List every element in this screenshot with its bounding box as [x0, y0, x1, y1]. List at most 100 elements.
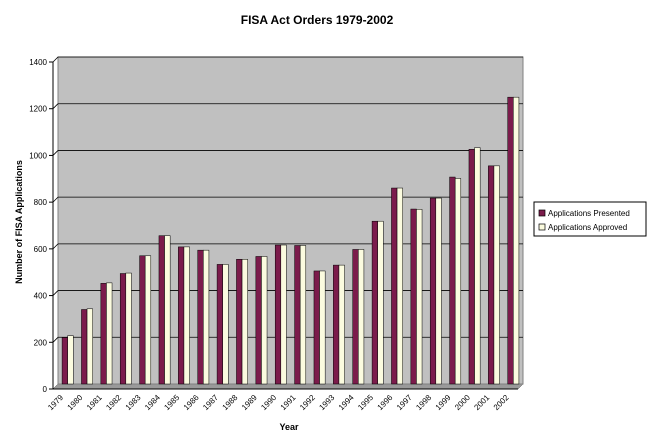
x-tick-label: 1997: [395, 393, 414, 412]
bar-applications-approved-1999: [454, 178, 462, 385]
x-tick-label: 1981: [85, 393, 104, 412]
bar-applications-approved-1986: [203, 249, 210, 385]
x-tick-label: 1996: [376, 393, 395, 412]
legend-label-applications-presented: Applications Presented: [548, 209, 630, 218]
plot-area: [52, 56, 524, 390]
bar-applications-presented-1999: [449, 176, 456, 385]
x-tick-label: 2000: [453, 393, 472, 412]
x-tick-label: 2002: [492, 393, 511, 412]
x-tick-label: 1982: [104, 393, 123, 412]
bar-applications-approved-1987: [222, 264, 229, 385]
bar-applications-presented-1992: [313, 270, 320, 385]
y-tick-label: 200: [34, 338, 48, 347]
bar-applications-approved-1998: [435, 197, 442, 385]
bar-applications-approved-1984: [164, 235, 171, 385]
bar-applications-presented-1989: [255, 256, 262, 385]
bar-applications-presented-1986: [197, 249, 204, 385]
bar-applications-approved-2002: [513, 96, 520, 385]
x-tick-label: 1992: [298, 393, 317, 412]
chart-title: FISA Act Orders 1979-2002: [241, 13, 394, 27]
x-tick-label: 1990: [259, 393, 278, 412]
plot-floor: [52, 383, 524, 390]
gridline-wall: [52, 196, 59, 203]
x-tick-label: 1999: [434, 393, 453, 412]
bar-applications-presented-1988: [236, 259, 243, 385]
bar-applications-approved-1992: [319, 270, 326, 385]
x-tick-label: 1988: [221, 393, 240, 412]
y-tick-label: 800: [34, 198, 48, 207]
bar-applications-approved-1990: [280, 244, 287, 385]
bar-applications-presented-1997: [410, 208, 417, 385]
bar-applications-approved-1994: [358, 249, 365, 385]
y-tick-label: 400: [34, 292, 48, 301]
bar-applications-approved-1985: [183, 246, 190, 385]
y-axis-ticks: 0 200 400 600 800 1000 1200 1400: [29, 58, 53, 394]
bar-applications-presented-1991: [294, 245, 301, 385]
bar-applications-presented-1985: [178, 246, 185, 385]
bar-applications-approved-1982: [125, 272, 132, 385]
x-tick-label: 1989: [240, 393, 259, 412]
legend-label-applications-approved: Applications Approved: [548, 223, 627, 232]
bar-applications-approved-1991: [299, 245, 307, 385]
gridline-wall: [52, 290, 59, 296]
x-tick-label: 1987: [201, 393, 220, 412]
x-tick-label: 1983: [124, 393, 143, 412]
bar-applications-presented-1996: [391, 187, 398, 385]
y-tick-label: 1400: [29, 58, 47, 67]
legend-swatch-applications-approved: [538, 223, 546, 231]
bar-applications-approved-2000: [474, 147, 481, 385]
bar-applications-approved-1996: [396, 187, 403, 385]
legend: Applications Presented Applications Appr…: [533, 201, 647, 237]
bar-applications-presented-1983: [139, 255, 146, 385]
bar-applications-approved-1981: [106, 282, 113, 385]
bar-applications-approved-1979: [67, 335, 74, 385]
bar-applications-approved-1980: [86, 308, 93, 385]
x-tick-label: 1984: [143, 393, 162, 412]
y-axis-title: Number of FISA Applications: [14, 160, 24, 284]
gridline-wall: [52, 337, 59, 343]
bar-applications-approved-2001: [493, 165, 500, 385]
x-tick-label: 1980: [66, 393, 85, 412]
y-tick-label: 1200: [29, 105, 47, 114]
x-tick-label: 1998: [414, 393, 433, 412]
gridline-wall: [52, 56, 59, 63]
bar-applications-approved-1997: [416, 209, 423, 385]
gridline-wall: [52, 103, 59, 109]
bar-applications-presented-1981: [100, 283, 107, 385]
bar-applications-presented-2001: [488, 165, 495, 385]
bar-applications-presented-1980: [81, 309, 88, 385]
y-tick-label: 600: [34, 245, 48, 254]
x-axis-title: Year: [279, 422, 299, 432]
bar-applications-presented-1984: [158, 235, 165, 385]
x-tick-label: 2001: [472, 393, 491, 412]
bar-applications-approved-1993: [338, 264, 345, 385]
bar-applications-presented-1994: [352, 249, 359, 385]
x-tick-label: 1979: [46, 393, 65, 412]
bar-applications-presented-1982: [119, 273, 127, 385]
bar-applications-presented-1993: [333, 264, 340, 385]
bar-applications-approved-1989: [261, 256, 268, 385]
gridline-wall: [52, 243, 59, 250]
x-tick-label: 1986: [182, 393, 201, 412]
bar-applications-approved-1995: [377, 220, 384, 385]
x-tick-label: 1994: [337, 393, 356, 412]
bars: [61, 96, 520, 385]
gridline-wall: [52, 150, 59, 156]
bar-applications-presented-2000: [468, 149, 475, 385]
x-tick-label: 1995: [356, 393, 375, 412]
bar-applications-approved-1983: [144, 255, 152, 385]
y-tick-label: 0: [43, 385, 48, 394]
bar-applications-approved-1988: [241, 259, 248, 385]
legend-swatch-applications-presented: [538, 209, 546, 217]
bar-applications-presented-1998: [429, 197, 437, 385]
x-tick-label: 1985: [162, 393, 181, 412]
x-tick-label: 1993: [317, 393, 336, 412]
plot-background: [57, 56, 524, 385]
y-tick-label: 1000: [29, 151, 47, 160]
legend-box: [533, 201, 647, 237]
bar-applications-presented-1990: [274, 244, 282, 385]
x-axis-ticks: 1979 1980 1981 1982 1983 1984 1985 1986 1987 1988…: [46, 393, 511, 412]
bar-applications-presented-1987: [216, 264, 223, 385]
bar-applications-presented-1979: [61, 337, 68, 385]
